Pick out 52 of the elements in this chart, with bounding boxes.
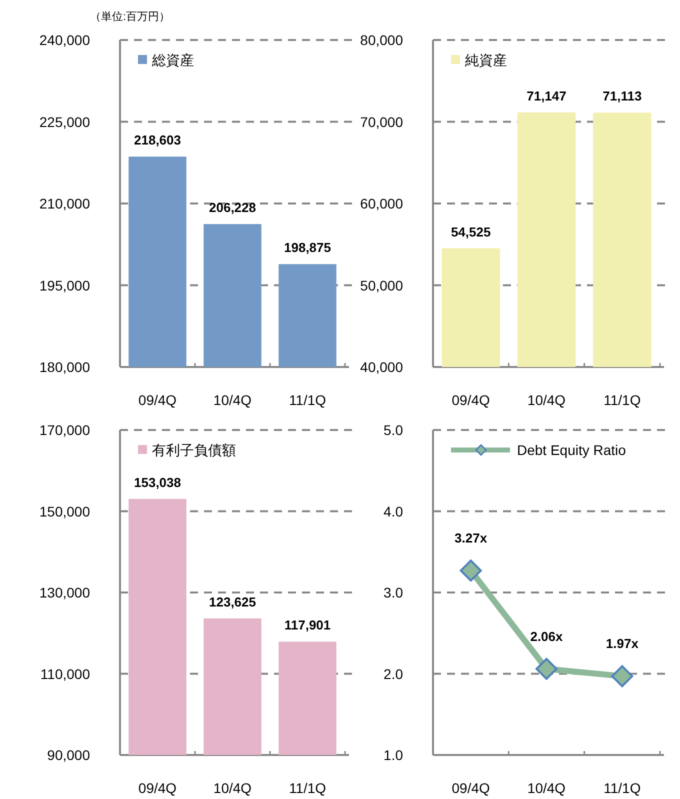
legend-label: Debt Equity Ratio [517, 442, 626, 458]
x-tick-label: 11/1Q [288, 780, 326, 796]
x-tick-label: 10/4Q [213, 780, 252, 796]
data-label: 198,875 [284, 240, 331, 256]
point [460, 560, 482, 582]
y-tick-label: 80,000 [360, 32, 404, 48]
x-tick-label: 09/4Q [138, 392, 177, 408]
x-tick-label: 10/4Q [213, 392, 252, 408]
y-tick-label: 150,000 [39, 503, 90, 520]
y-tick-label: 3.0 [384, 584, 404, 600]
y-tick-label: 40,000 [360, 359, 404, 375]
point [536, 658, 558, 680]
legend-label: 純資産 [465, 52, 507, 68]
x-tick-label: 11/1Q [604, 780, 641, 796]
data-label: 71,113 [602, 88, 642, 104]
y-tick-label: 4.0 [384, 503, 404, 520]
y-tick-label: 2.0 [384, 666, 404, 682]
y-tick-label: 1.0 [384, 747, 404, 763]
y-tick-label: 225,000 [39, 114, 90, 130]
data-label: 1.97x [606, 636, 640, 652]
x-tick-label: 10/4Q [527, 780, 566, 796]
point [611, 665, 634, 688]
y-tick-label: 50,000 [360, 277, 404, 294]
data-label: 218,603 [134, 132, 181, 148]
x-tick-label: 10/4Q [527, 392, 566, 408]
y-tick-label: 60,000 [360, 196, 404, 212]
data-label: 54,525 [450, 224, 491, 240]
y-tick-label: 170,000 [39, 422, 90, 438]
data-label: 206,228 [209, 200, 256, 216]
data-label: 71,147 [526, 88, 566, 104]
text: （単位:百万円） [90, 11, 170, 23]
y-tick-label: 5.0 [384, 422, 404, 438]
x-tick-label: 09/4Q [138, 780, 177, 796]
y-tick-label: 70,000 [360, 114, 404, 130]
x-tick-label: 11/1Q [288, 392, 326, 408]
data-label: 3.27x [454, 530, 488, 546]
y-tick-label: 195,000 [39, 277, 90, 294]
data-label: 2.06x [530, 628, 564, 644]
legend-label: 総資産 [151, 52, 194, 68]
y-tick-label: 240,000 [39, 32, 90, 48]
data-label: 117,901 [284, 618, 331, 633]
data-label: 123,625 [209, 594, 256, 610]
legend-label: 有利子負債額 [152, 442, 236, 458]
y-tick-label: 210,000 [39, 196, 90, 212]
x-tick-label: 09/4Q [452, 780, 490, 796]
data-label: 153,038 [134, 474, 181, 490]
x-tick-label: 09/4Q [452, 392, 490, 408]
y-tick-label: 90,000 [47, 747, 90, 763]
y-tick-label: 180,000 [39, 359, 90, 375]
y-tick-label: 130,000 [39, 584, 90, 600]
y-tick-label: 110,000 [40, 666, 90, 682]
x-tick-label: 11/1Q [604, 392, 641, 408]
